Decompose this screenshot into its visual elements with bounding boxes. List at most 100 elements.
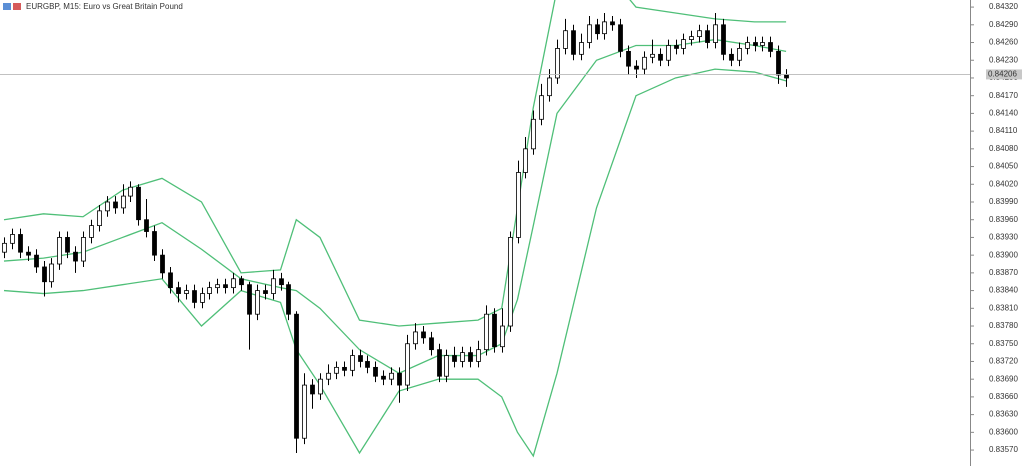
y-tick-label: 0.84110 bbox=[989, 126, 1018, 135]
candle-body bbox=[666, 45, 671, 61]
candle-body bbox=[681, 39, 686, 49]
candle-body bbox=[697, 30, 702, 38]
y-tick-label: 0.84260 bbox=[989, 38, 1018, 47]
chart-title: EURGBP, M15: Euro vs Great Britain Pound bbox=[26, 2, 183, 11]
candle-body bbox=[523, 148, 528, 173]
candle-body bbox=[10, 234, 15, 244]
candle-body bbox=[784, 74, 789, 79]
candle-body bbox=[279, 278, 284, 286]
icon bbox=[13, 3, 21, 10]
y-tick-label: 0.84050 bbox=[989, 162, 1018, 171]
candle-body bbox=[57, 237, 62, 265]
y-tick-label: 0.83990 bbox=[989, 197, 1018, 206]
candle-body bbox=[365, 361, 370, 368]
candle-body bbox=[358, 355, 363, 362]
candle-body bbox=[34, 254, 39, 268]
y-tick-label: 0.84020 bbox=[989, 179, 1018, 188]
candle-body bbox=[231, 278, 236, 289]
candle-body bbox=[729, 53, 734, 61]
candle-body bbox=[2, 242, 7, 253]
y-tick-label: 0.84230 bbox=[989, 55, 1018, 64]
candle-body bbox=[49, 263, 54, 283]
candle-body bbox=[602, 21, 607, 35]
candle-body bbox=[405, 343, 410, 386]
candle-body bbox=[247, 284, 252, 315]
candle-body bbox=[737, 48, 742, 61]
candles bbox=[2, 12, 789, 454]
candle-body bbox=[168, 272, 173, 289]
candle-body bbox=[516, 172, 521, 238]
candle-body bbox=[650, 53, 655, 58]
candle-body bbox=[745, 42, 750, 49]
y-tick-label: 0.83630 bbox=[989, 410, 1018, 419]
candle-body bbox=[421, 331, 426, 339]
candle-body bbox=[476, 349, 481, 362]
candle-body bbox=[571, 30, 576, 55]
candle-body bbox=[555, 48, 560, 79]
candle-body bbox=[373, 366, 378, 377]
candle-body bbox=[539, 95, 544, 120]
candle-body bbox=[302, 384, 307, 439]
price-label: 0.84206 bbox=[988, 70, 1017, 79]
candle-body bbox=[184, 290, 189, 294]
candle-body bbox=[271, 278, 276, 294]
candle-body bbox=[207, 287, 212, 294]
candle-body bbox=[689, 36, 694, 40]
candle-body bbox=[81, 237, 86, 262]
candle-body bbox=[215, 284, 220, 289]
candle-body bbox=[26, 251, 31, 256]
candle-body bbox=[776, 50, 781, 76]
candle-body bbox=[642, 56, 647, 70]
candle-body bbox=[105, 201, 110, 212]
y-tick-label: 0.84140 bbox=[989, 109, 1018, 118]
candle-body bbox=[579, 42, 584, 55]
y-tick-label: 0.83660 bbox=[989, 392, 1018, 401]
candle-body bbox=[200, 293, 205, 303]
candle-body bbox=[508, 237, 513, 327]
bollinger-band bbox=[3, 38, 787, 375]
candle-body bbox=[239, 278, 244, 286]
candle-body bbox=[192, 290, 197, 303]
candle-body bbox=[318, 378, 323, 395]
candle-body bbox=[429, 337, 434, 351]
candle-body bbox=[342, 366, 347, 371]
y-tick-label: 0.83690 bbox=[989, 374, 1018, 383]
candle-body bbox=[397, 372, 402, 386]
candle-body bbox=[65, 237, 70, 253]
y-tick-label: 0.83840 bbox=[989, 286, 1018, 295]
candle-body bbox=[255, 290, 260, 315]
candle-body bbox=[563, 30, 568, 49]
candle-body bbox=[160, 254, 165, 274]
candle-body bbox=[713, 24, 718, 43]
candle-body bbox=[705, 30, 710, 43]
candle-body bbox=[587, 24, 592, 43]
price-label-box bbox=[986, 69, 1022, 80]
candle-body bbox=[634, 65, 639, 70]
candle-body bbox=[286, 284, 291, 315]
candle-body bbox=[618, 24, 623, 52]
candle-body bbox=[113, 201, 118, 209]
y-tick-label: 0.83810 bbox=[989, 303, 1018, 312]
candle-body bbox=[73, 251, 78, 262]
axis: 0.843200.842900.842600.842300.842000.841… bbox=[0, 2, 1022, 454]
y-tick-label: 0.83930 bbox=[989, 233, 1018, 242]
candle-body bbox=[531, 118, 536, 150]
candle-body bbox=[121, 195, 126, 209]
candle-body bbox=[444, 355, 449, 377]
y-tick-label: 0.83570 bbox=[989, 445, 1018, 454]
candle-body bbox=[389, 372, 394, 380]
candle-body bbox=[310, 384, 315, 395]
candle-body bbox=[176, 287, 181, 294]
candle-body bbox=[492, 313, 497, 348]
bollinger-band bbox=[3, 68, 787, 458]
candle-body bbox=[294, 313, 299, 439]
candle-body bbox=[413, 331, 418, 345]
candle-body bbox=[42, 266, 47, 283]
y-tick-label: 0.83600 bbox=[989, 427, 1018, 436]
candle-body bbox=[97, 210, 102, 227]
candle-body bbox=[152, 231, 157, 256]
y-tick-label: 0.83870 bbox=[989, 268, 1018, 277]
y-tick-label: 0.84290 bbox=[989, 20, 1018, 29]
candle-body bbox=[144, 219, 149, 232]
